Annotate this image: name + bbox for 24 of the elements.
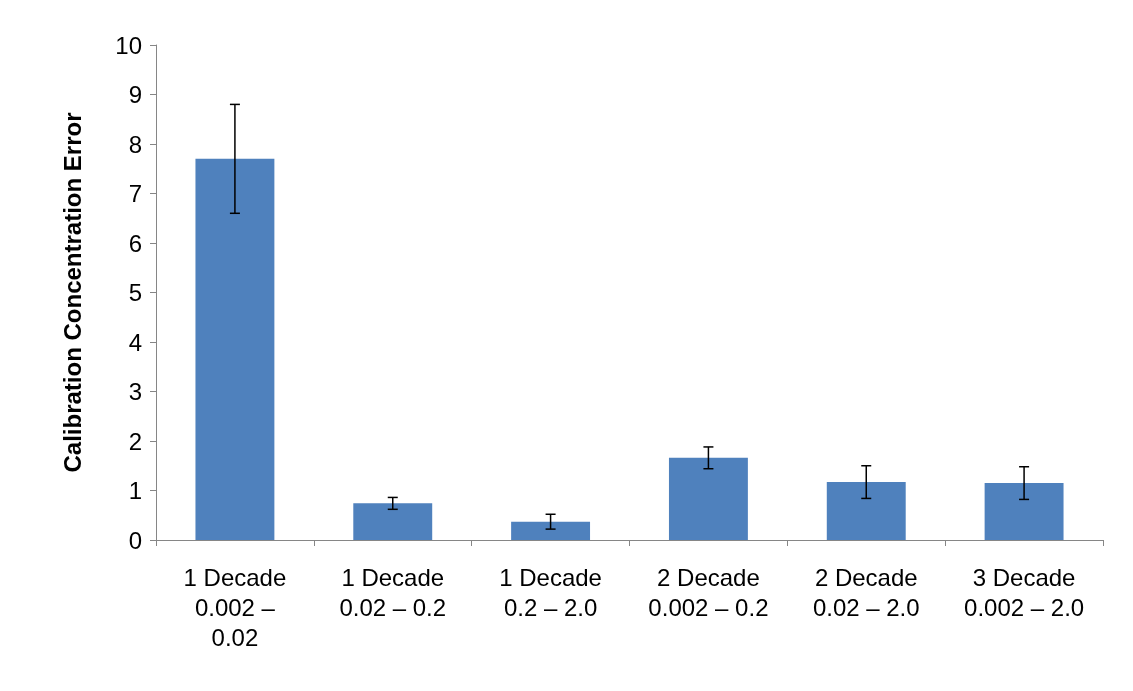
bar xyxy=(668,457,748,540)
y-tick-label: 3 xyxy=(128,378,142,405)
x-tick-label: 2 Decade 0.002 – 0.2 xyxy=(648,563,769,621)
x-tick-label: 1 Decade 0.02 – 0.2 xyxy=(339,563,447,621)
x-tick-label: 1 Decade 0.2 – 2.0 xyxy=(499,563,602,621)
bar xyxy=(353,503,433,540)
y-tick-label: 7 xyxy=(128,180,142,207)
x-tick-label: 1 Decade 0.002 – 0.02 xyxy=(183,563,287,651)
bar xyxy=(195,158,275,540)
y-tick-label: 8 xyxy=(128,130,142,158)
bar xyxy=(511,521,591,540)
y-tick-label: 1 xyxy=(128,477,142,504)
y-tick-label: 5 xyxy=(128,279,142,306)
y-tick-label: 0 xyxy=(128,526,142,554)
y-axis-title: Calibration Concentration Error xyxy=(58,112,86,473)
y-tick-label: 4 xyxy=(128,328,142,356)
x-tick-label: 2 Decade 0.02 – 2.0 xyxy=(812,563,920,621)
y-tick-label: 9 xyxy=(128,81,142,108)
y-tick-label: 2 xyxy=(128,427,142,455)
bar xyxy=(984,483,1064,540)
y-tick-label: 6 xyxy=(128,229,142,257)
y-tick-label: 10 xyxy=(115,31,142,59)
x-tick-label: 3 Decade 0.002 – 2.0 xyxy=(964,563,1085,621)
bar xyxy=(826,482,906,540)
